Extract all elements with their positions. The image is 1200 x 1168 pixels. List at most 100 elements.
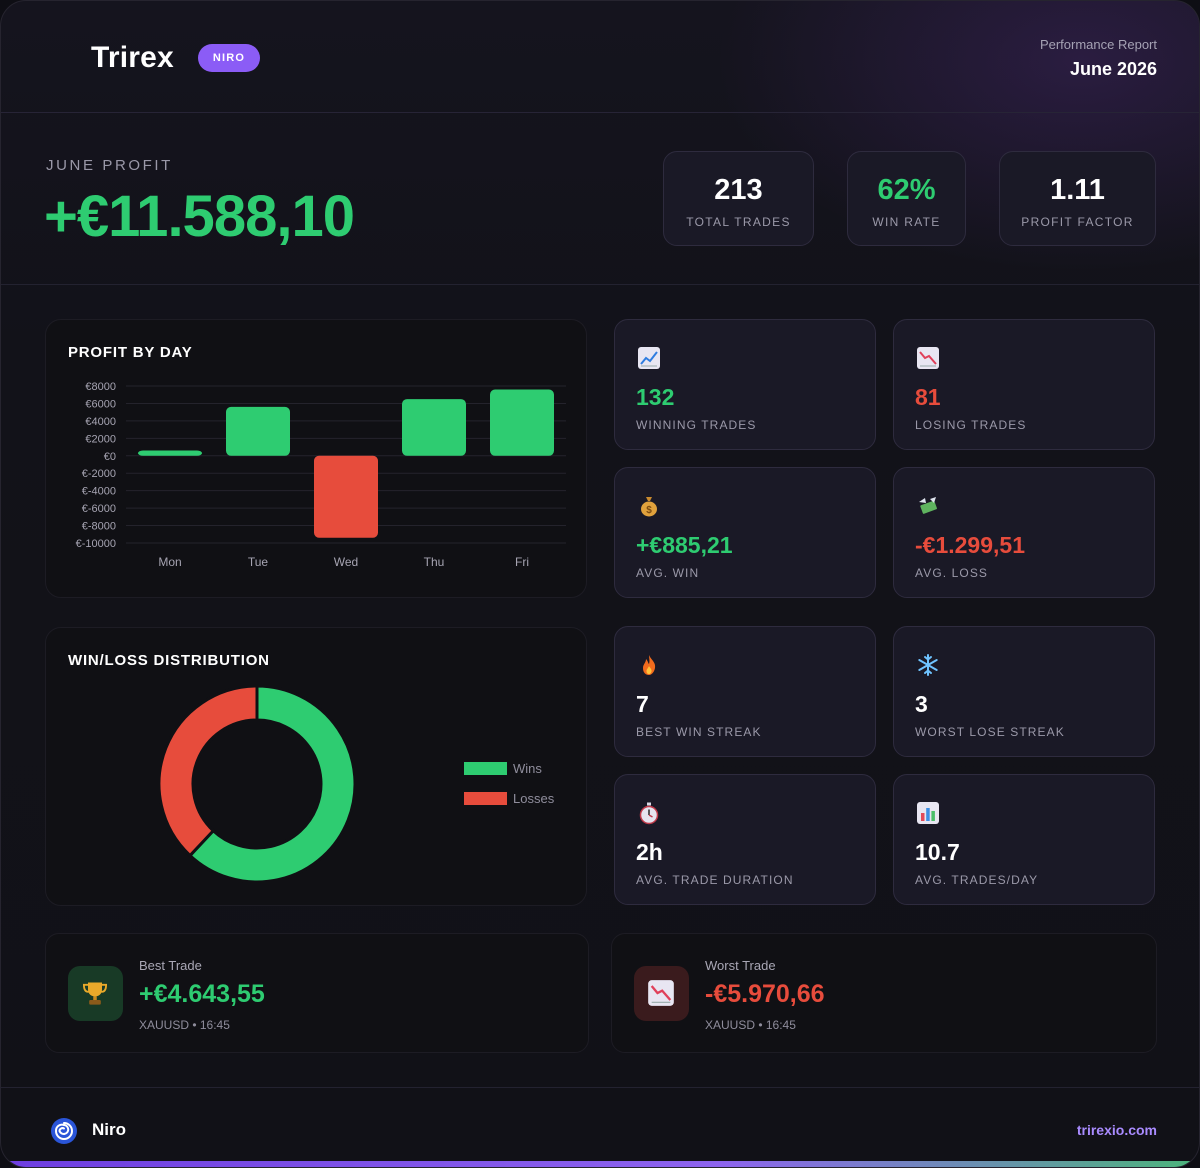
panel-title: WIN/LOSS DISTRIBUTION <box>68 652 270 669</box>
card-value: 132 <box>636 384 675 410</box>
donut-slice-losses <box>157 684 259 858</box>
trophy-icon <box>82 982 108 1005</box>
stat-label: PROFIT FACTOR <box>1021 215 1134 229</box>
worst-trade-icon-box <box>634 966 689 1021</box>
chart-increasing-icon <box>638 347 660 369</box>
card-avg-win: $ +€885,21 AVG. WIN <box>614 467 876 598</box>
profit-label: JUNE PROFIT <box>46 157 173 174</box>
y-tick-label: €4000 <box>85 416 116 428</box>
card-value: 10.7 <box>915 839 960 865</box>
legend-swatch-wins <box>464 762 507 775</box>
footer: Niro trirexio.com <box>1 1087 1199 1167</box>
card-value: 81 <box>915 384 941 410</box>
y-tick-label: €-8000 <box>82 521 116 533</box>
stopwatch-icon <box>639 802 659 825</box>
stat-profit-factor: 1.11 PROFIT FACTOR <box>999 151 1156 246</box>
worst-trade-card: Worst Trade -€5.970,66 XAUUSD • 16:45 <box>611 933 1157 1053</box>
card-label: AVG. TRADES/DAY <box>915 873 1039 887</box>
spiral-logo-icon <box>51 1118 77 1144</box>
svg-text:$: $ <box>646 505 652 516</box>
money-bag-icon: $ <box>641 497 657 517</box>
card-value: 3 <box>915 691 928 717</box>
best-trade-meta: XAUUSD • 16:45 <box>139 1018 230 1032</box>
card-best-win-streak: 7 BEST WIN STREAK <box>614 626 876 757</box>
worst-trade-label: Worst Trade <box>705 958 776 973</box>
legend-label-wins: Wins <box>513 761 542 776</box>
profit-summary: JUNE PROFIT +€11.588,10 213 TOTAL TRADES… <box>1 113 1199 285</box>
stat-win-rate: 62% WIN RATE <box>847 151 966 246</box>
y-tick-label: €2000 <box>85 433 116 445</box>
card-label: WORST LOSE STREAK <box>915 725 1065 739</box>
card-label: BEST WIN STREAK <box>636 725 762 739</box>
card-winning-trades: 132 WINNING TRADES <box>614 319 876 450</box>
card-worst-lose-streak: 3 WORST LOSE STREAK <box>893 626 1155 757</box>
bar-chart-icon <box>917 802 939 824</box>
distribution-panel: WIN/LOSS DISTRIBUTION Wins Losses <box>45 627 587 906</box>
card-label: AVG. WIN <box>636 566 700 580</box>
x-tick-label: Thu <box>424 555 445 569</box>
best-trade-label: Best Trade <box>139 958 202 973</box>
bar-tue <box>226 406 290 456</box>
legend-label-losses: Losses <box>513 791 555 806</box>
best-trade-card: Best Trade +€4.643,55 XAUUSD • 16:45 <box>45 933 589 1053</box>
plan-badge: NIRO <box>198 44 260 72</box>
stat-total-trades: 213 TOTAL TRADES <box>663 151 814 246</box>
x-tick-label: Tue <box>248 555 269 569</box>
profit-value: +€11.588,10 <box>44 184 355 249</box>
best-trade-icon-box <box>68 966 123 1021</box>
stat-value: 1.11 <box>1050 174 1105 206</box>
card-losing-trades: 81 LOSING TRADES <box>893 319 1155 450</box>
money-with-wings-icon <box>919 497 937 514</box>
y-tick-label: €-4000 <box>82 486 116 498</box>
y-tick-label: €-6000 <box>82 503 116 515</box>
card-label: WINNING TRADES <box>636 418 757 432</box>
bar-fri <box>490 389 554 456</box>
footer-url-link[interactable]: trirexio.com <box>1076 1122 1157 1138</box>
card-label: AVG. TRADE DURATION <box>636 873 794 887</box>
bar-mon <box>138 450 202 456</box>
panel-title: PROFIT BY DAY <box>68 344 193 361</box>
x-tick-label: Wed <box>334 555 358 569</box>
card-avg-trades-per-day: 10.7 AVG. TRADES/DAY <box>893 774 1155 905</box>
card-value: +€885,21 <box>636 532 733 558</box>
report-month: June 2026 <box>1069 59 1157 79</box>
worst-trade-meta: XAUUSD • 16:45 <box>705 1018 796 1032</box>
card-value: 2h <box>636 839 663 865</box>
bottom-accent-bar <box>1 1161 1199 1167</box>
card-avg-loss: -€1.299,51 AVG. LOSS <box>893 467 1155 598</box>
y-tick-label: €6000 <box>85 398 116 410</box>
stat-label: TOTAL TRADES <box>686 215 791 229</box>
report-label: Performance Report <box>1039 37 1157 52</box>
card-value: 7 <box>636 691 649 717</box>
fire-icon <box>643 655 656 675</box>
x-tick-label: Mon <box>158 555 181 569</box>
card-avg-trade-duration: 2h AVG. TRADE DURATION <box>614 774 876 905</box>
win-loss-donut-chart: Wins Losses <box>157 684 555 884</box>
header: Trirex NIRO Performance Report June 2026 <box>1 1 1199 113</box>
y-tick-label: €8000 <box>85 381 116 393</box>
y-tick-label: €-10000 <box>76 538 116 550</box>
brand-name: Trirex <box>91 41 174 74</box>
card-label: LOSING TRADES <box>915 418 1027 432</box>
y-tick-label: €-2000 <box>82 468 116 480</box>
x-tick-label: Fri <box>515 555 529 569</box>
worst-trade-value: -€5.970,66 <box>705 980 825 1008</box>
stat-label: WIN RATE <box>872 215 941 229</box>
chart-decreasing-icon <box>917 347 939 369</box>
bar-thu <box>402 399 466 456</box>
profit-by-day-chart: €8000 €6000 €4000 €2000 €0 €-2000 €-4000 €-6000… <box>76 381 566 569</box>
card-value: -€1.299,51 <box>915 532 1025 558</box>
snowflake-icon <box>918 654 938 676</box>
card-label: AVG. LOSS <box>915 566 989 580</box>
chart-decreasing-icon <box>648 980 674 1006</box>
best-trade-value: +€4.643,55 <box>139 980 265 1008</box>
stat-value: 213 <box>714 174 763 206</box>
legend-swatch-losses <box>464 792 507 805</box>
bar-wed <box>314 455 378 538</box>
footer-brand: Niro <box>92 1120 126 1139</box>
donut-slice-wins <box>187 684 357 884</box>
profit-by-day-panel: PROFIT BY DAY €8000 €6000 €4000 €2000 €0 €-20… <box>45 319 587 598</box>
stat-value: 62% <box>877 174 936 206</box>
y-tick-label: €0 <box>104 451 116 463</box>
